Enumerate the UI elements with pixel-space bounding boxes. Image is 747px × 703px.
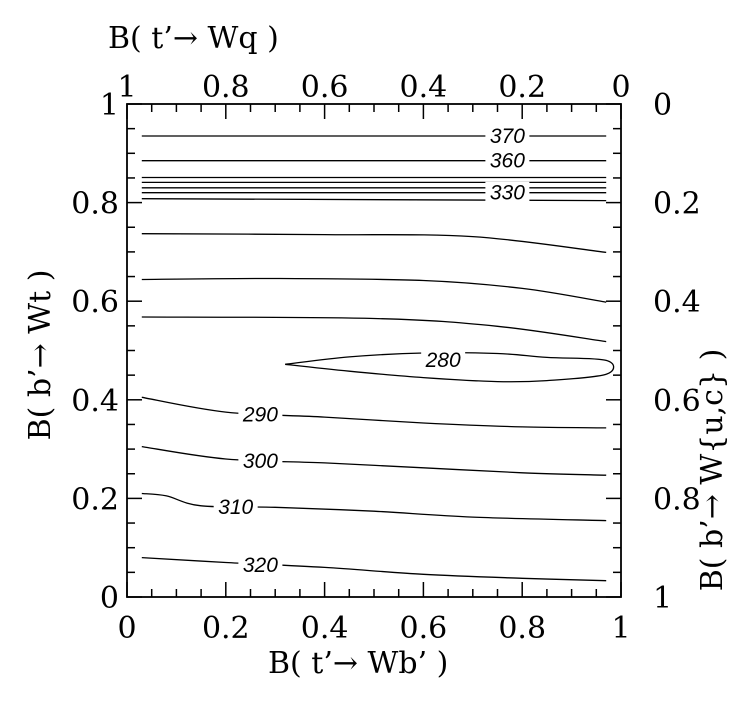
contour-line — [141, 277, 607, 303]
contour-label-bg — [485, 125, 530, 148]
right-axis-label: B( b’→ W{u,c} ) — [695, 349, 730, 592]
right-tick-label: 0.6 — [653, 384, 701, 419]
top-tick-label: 0.4 — [400, 70, 448, 105]
contour-line — [141, 233, 607, 254]
contour-label: 320 — [243, 554, 278, 577]
y-tick-label: 0.2 — [71, 482, 119, 517]
contour-label: 330 — [490, 182, 525, 205]
x-tick-label: 0.2 — [202, 611, 250, 646]
top-tick-label: 0.8 — [202, 70, 250, 105]
right-tick-label: 0.8 — [653, 482, 701, 517]
x-tick-label: 0 — [117, 611, 136, 646]
right-tick-label: 0.4 — [653, 285, 701, 320]
y-tick-label: 0.4 — [71, 384, 119, 419]
contour-label: 370 — [490, 125, 525, 148]
plot-frame — [126, 103, 622, 598]
y-tick-label: 0 — [100, 581, 119, 616]
top-axis-label: B( t’→ Wq ) — [108, 21, 279, 56]
top-tick-label: 0.2 — [498, 70, 546, 105]
y-tick-label: 0.6 — [71, 285, 119, 320]
tick-labels: 0 0.2 0.4 0.6 0.8 11 0.8 0.6 0.4 0.2 000.20.40.60.… — [71, 70, 700, 646]
x-tick-label: 0.6 — [400, 611, 448, 646]
x-tick-label: 0.8 — [498, 611, 546, 646]
contour-line — [141, 198, 607, 202]
contour-label: 290 — [242, 404, 278, 427]
contour-label: 310 — [218, 496, 253, 519]
contour-label-bg — [213, 495, 258, 518]
right-tick-label: 0 — [653, 88, 672, 123]
contour-label: 300 — [243, 450, 278, 473]
contour-label: 360 — [490, 150, 525, 173]
contour-line — [141, 556, 607, 582]
x-tick-label: 1 — [611, 611, 630, 646]
contour-label: 280 — [425, 349, 461, 372]
contour-label-bg — [238, 403, 283, 426]
top-tick-label: 0 — [611, 70, 630, 105]
contour-label-bg — [238, 553, 283, 576]
bottom-axis-label: B( t’→ Wb’ ) — [268, 646, 448, 681]
contour-line — [141, 492, 607, 522]
contour-line — [141, 316, 607, 343]
x-tick-label: 0.4 — [301, 611, 349, 646]
contour-line — [141, 396, 607, 429]
top-tick-label: 1 — [117, 70, 136, 105]
contour-lines — [141, 135, 615, 582]
right-tick-label: 1 — [653, 581, 672, 616]
contour-label-bg — [238, 449, 283, 472]
contour-line — [285, 352, 615, 383]
left-axis-label: B( b’→ Wt ) — [23, 270, 58, 441]
top-tick-label: 0.6 — [301, 70, 349, 105]
right-tick-label: 0.2 — [653, 187, 701, 222]
y-tick-label: 1 — [100, 88, 119, 123]
contour-label-bg — [421, 348, 466, 371]
contour-label-bg — [485, 181, 530, 204]
contour-line — [141, 445, 607, 476]
contour-label-bg — [485, 149, 530, 172]
y-tick-label: 0.8 — [71, 187, 119, 222]
